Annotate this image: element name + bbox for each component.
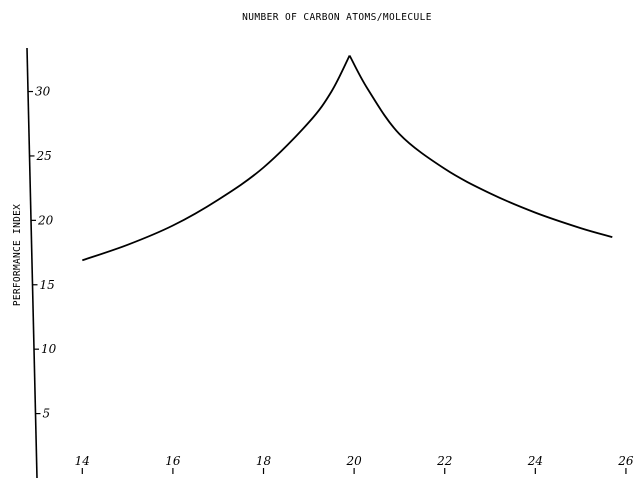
series-line — [82, 55, 613, 262]
x-tick-label: 22 — [436, 454, 452, 468]
x-tick-label: 20 — [345, 454, 362, 468]
chart-title: NUMBER OF CARBON ATOMS/MOLECULE — [242, 12, 432, 23]
y-tick-label: 10 — [41, 342, 57, 356]
y-tick-label: 20 — [37, 213, 54, 227]
x-tick-label: 14 — [75, 454, 90, 468]
y-tick-label: 30 — [35, 85, 51, 99]
x-ticks: 14 16 18 20 22 24 26 — [75, 454, 634, 474]
x-tick-label: 16 — [165, 454, 181, 468]
x-tick-label: 18 — [256, 454, 272, 468]
y-tick-label: 25 — [36, 149, 52, 163]
y-axis-label: PERFORMANCE INDEX — [12, 204, 23, 306]
x-tick-label: 24 — [527, 454, 543, 468]
x-tick-label: 26 — [617, 454, 634, 468]
y-ticks: 5 10 15 20 25 30 — [28, 85, 57, 421]
series-group — [82, 55, 613, 262]
y-tick-label: 5 — [43, 407, 51, 421]
y-axis-line — [26, 47, 38, 478]
y-tick-label: 15 — [40, 278, 55, 292]
